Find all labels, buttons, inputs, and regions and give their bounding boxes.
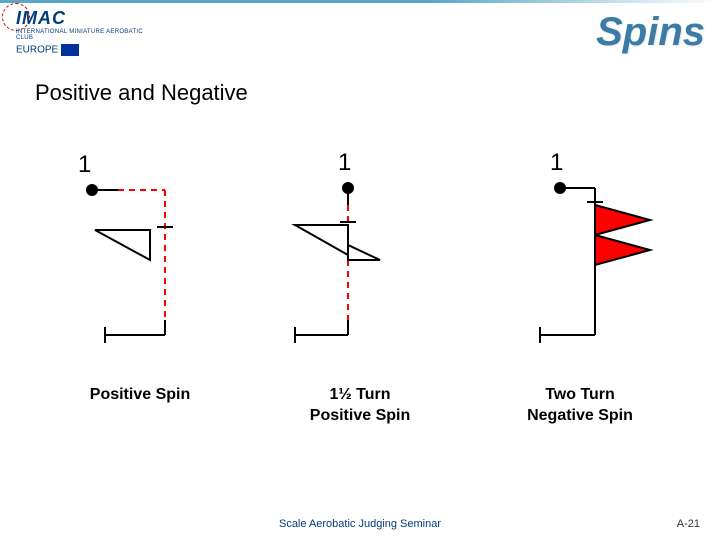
- diagram-svg-1: 1: [60, 150, 220, 360]
- logo-subtitle: INTERNATIONAL MINIATURE AEROBATIC CLUB: [16, 29, 160, 41]
- diagram-caption-3: Two TurnNegative Spin: [527, 385, 633, 427]
- slide-title: Spins: [596, 10, 705, 55]
- section-title: Positive and Negative: [35, 80, 248, 106]
- turns-label: 1: [550, 150, 563, 176]
- diagram-caption-2: 1½ TurnPositive Spin: [310, 385, 410, 427]
- logo-region: EUROPE: [16, 44, 160, 56]
- diagram-row: 1 Positive Spin 1: [0, 150, 720, 427]
- turns-label: 1: [78, 151, 91, 178]
- footer-page-number: A-21: [677, 518, 700, 530]
- diagram-positive-spin: 1 Positive Spin: [40, 150, 240, 427]
- header-accent-line: [0, 0, 720, 3]
- diagram-caption-1: Positive Spin: [90, 385, 190, 406]
- footer-center: Scale Aerobatic Judging Seminar: [279, 518, 441, 530]
- diagram-1half-positive-spin: 1 1½ TurnPositive Spin: [260, 150, 460, 427]
- logo-main: IMAC: [16, 8, 160, 29]
- turns-label: 1: [338, 150, 351, 176]
- eu-flag-icon: [61, 44, 79, 56]
- logo: IMAC INTERNATIONAL MINIATURE AEROBATIC C…: [10, 8, 160, 63]
- diagram-svg-3: 1: [500, 150, 660, 360]
- diagram-svg-2: 1: [280, 150, 440, 360]
- diagram-2turn-negative-spin: 1 Two TurnNegative Spin: [480, 150, 680, 427]
- footer: Scale Aerobatic Judging Seminar A-21: [0, 518, 720, 530]
